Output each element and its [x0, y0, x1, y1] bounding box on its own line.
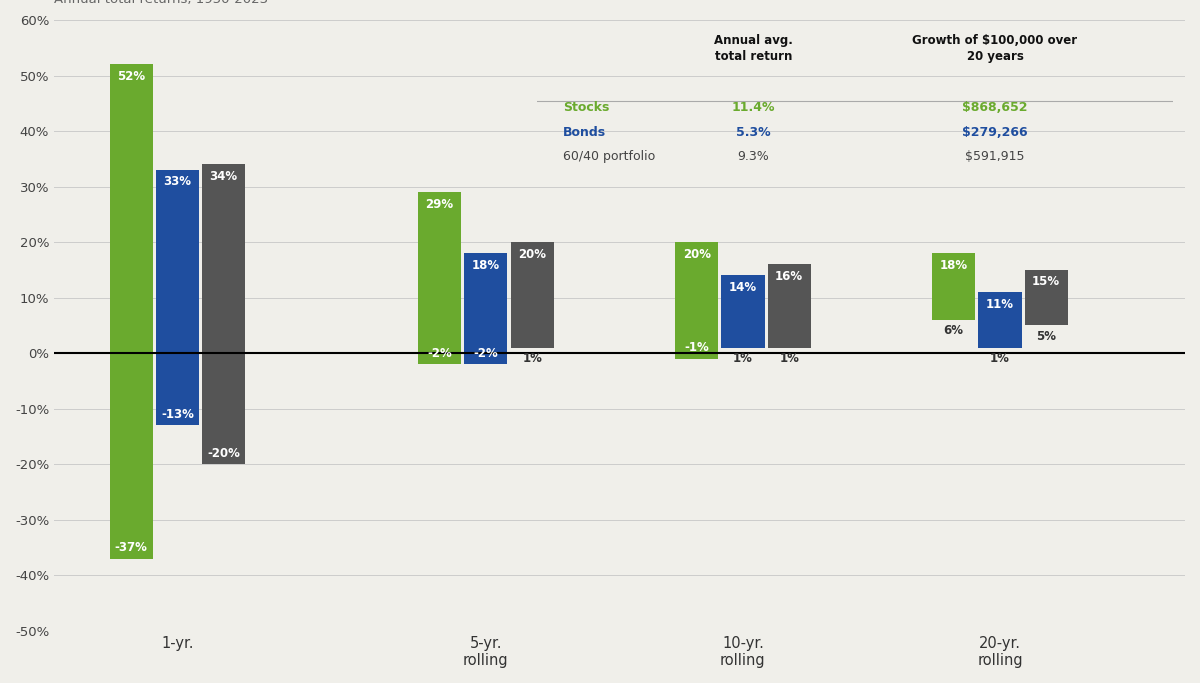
Text: -2%: -2%: [427, 347, 452, 360]
Text: Annual total returns, 1950-2023: Annual total returns, 1950-2023: [54, 0, 269, 6]
Text: Bonds: Bonds: [563, 126, 606, 139]
Text: 1%: 1%: [522, 352, 542, 365]
Text: -20%: -20%: [208, 447, 240, 460]
Bar: [768, 264, 811, 348]
Text: 20%: 20%: [518, 248, 546, 261]
Text: -1%: -1%: [684, 342, 709, 354]
Bar: [932, 253, 976, 320]
Text: 29%: 29%: [426, 197, 454, 210]
Bar: [721, 275, 764, 348]
Text: 16%: 16%: [775, 270, 803, 283]
Bar: [156, 170, 199, 426]
Text: 1%: 1%: [990, 352, 1010, 365]
Text: 1%: 1%: [779, 352, 799, 365]
Text: Stocks: Stocks: [563, 101, 610, 114]
Bar: [109, 64, 152, 559]
Text: 60/40 portfolio: 60/40 portfolio: [563, 150, 655, 163]
Text: -2%: -2%: [474, 347, 498, 360]
Text: 20%: 20%: [683, 248, 710, 261]
Text: 14%: 14%: [728, 281, 757, 294]
Bar: [418, 192, 461, 364]
Text: -13%: -13%: [161, 408, 194, 421]
Bar: [1025, 270, 1068, 325]
Text: 1%: 1%: [733, 352, 752, 365]
Text: 9.3%: 9.3%: [738, 150, 769, 163]
Text: 5.3%: 5.3%: [736, 126, 770, 139]
Bar: [202, 165, 245, 464]
Text: $868,652: $868,652: [962, 101, 1027, 114]
Text: $591,915: $591,915: [965, 150, 1025, 163]
Text: 11.4%: 11.4%: [732, 101, 775, 114]
Text: 52%: 52%: [118, 70, 145, 83]
Bar: [978, 292, 1021, 348]
Text: 6%: 6%: [943, 324, 964, 337]
Bar: [676, 242, 719, 359]
Text: Growth of $100,000 over
20 years: Growth of $100,000 over 20 years: [912, 34, 1078, 63]
Text: 5%: 5%: [1037, 330, 1056, 343]
Text: Annual avg.
total return: Annual avg. total return: [714, 34, 793, 63]
Bar: [510, 242, 553, 348]
Text: 11%: 11%: [986, 298, 1014, 311]
Text: 18%: 18%: [940, 259, 967, 272]
Text: 18%: 18%: [472, 259, 500, 272]
Text: -37%: -37%: [115, 541, 148, 554]
Text: 33%: 33%: [163, 176, 192, 189]
Text: $279,266: $279,266: [962, 126, 1028, 139]
Text: 34%: 34%: [210, 170, 238, 183]
Bar: [464, 253, 508, 364]
Text: 15%: 15%: [1032, 275, 1061, 288]
